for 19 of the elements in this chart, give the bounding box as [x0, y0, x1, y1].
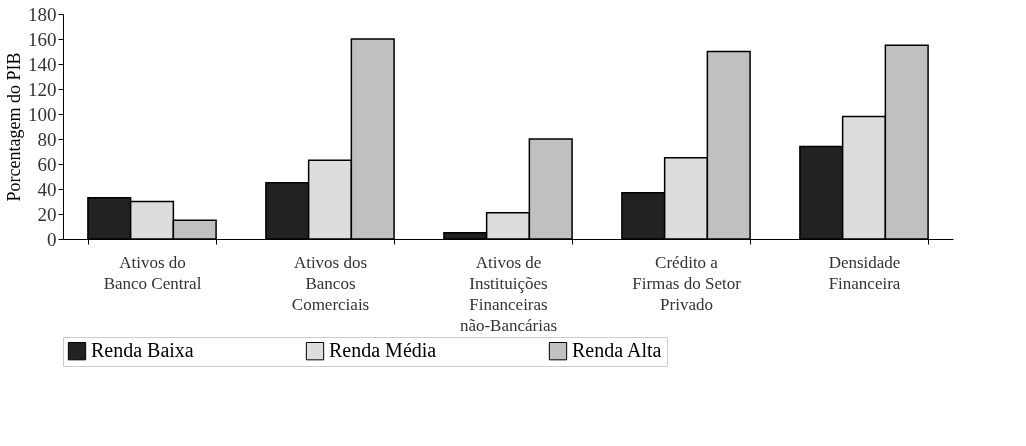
y-tick-label: 120 — [28, 78, 57, 100]
y-axis-title: Porcentagem do PIB — [4, 52, 24, 202]
x-tick-label: Densidade Financeira — [828, 252, 901, 293]
legend-label: Renda Alta — [572, 339, 662, 362]
y-tick-label: 0 — [47, 228, 57, 250]
y-tick-label: 40 — [37, 178, 57, 200]
y-tick-label: 20 — [37, 203, 57, 225]
legend-label: Renda Baixa — [91, 339, 194, 362]
y-tick-label: 180 — [28, 3, 57, 25]
y-tick-label: 60 — [37, 153, 57, 175]
y-tick-label: 140 — [28, 53, 57, 75]
legend-label: Renda Média — [329, 339, 437, 362]
y-tick-label: 160 — [28, 28, 57, 50]
y-tick-label: 100 — [28, 103, 57, 125]
x-tick-label: Ativos dos Bancos Comerciais — [291, 252, 370, 314]
x-tick-label: Ativos de Instituições Financeiras não-Bancárias — [459, 252, 558, 335]
x-tick-label: Ativos do Banco Central — [103, 252, 202, 293]
x-tick-label: Crédito a Firmas do Setor Privado — [632, 252, 742, 314]
y-tick-label: 80 — [37, 128, 57, 150]
